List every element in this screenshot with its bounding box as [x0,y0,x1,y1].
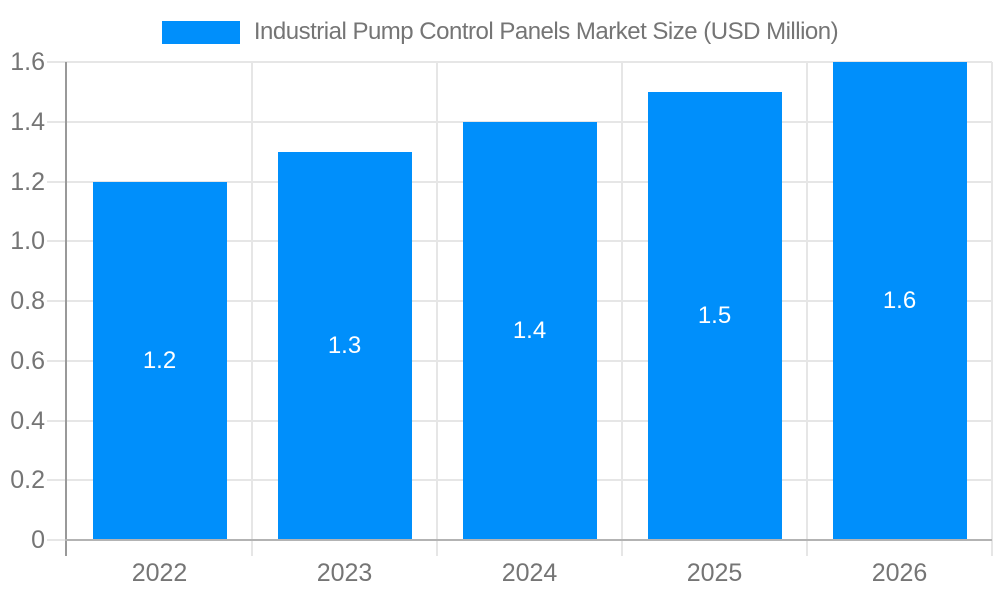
bar-value-label: 1.3 [327,331,362,359]
bar-value-label: 1.4 [512,316,547,344]
bar-value-label: 1.2 [142,346,177,374]
bar-value-label: 1.5 [697,301,732,329]
bar-value-label: 1.6 [882,287,917,314]
y-axis-tick-label: 1.6 [10,48,45,76]
x-gridline [436,62,438,556]
x-axis-tick-label: 2024 [501,559,558,587]
x-axis-tick-label: 2026 [871,559,928,587]
legend-swatch-icon [161,20,240,44]
y-axis-tick-label: 1.4 [10,107,45,136]
bar-2023[interactable]: 1.3 [277,151,412,540]
x-axis-tick-label: 2023 [316,559,373,587]
y-axis-tick-label: 0.6 [10,346,45,375]
x-gridline [806,62,808,556]
y-gridline [47,61,992,63]
legend-label: Industrial Pump Control Panels Market Si… [253,18,839,45]
y-axis-tick-label: 0.2 [10,466,45,495]
plot-area: 0 0.2 0.4 0.6 0.8 1.0 1.2 1.4 1.6 1.2 1.3 1.4 1.5 1.6… [10,48,993,587]
x-gridline [251,62,253,556]
legend[interactable]: Industrial Pump Control Panels Market Si… [0,18,1000,45]
bar-2026[interactable]: 1.6 [832,62,967,540]
y-axis-tick-label: 1.0 [10,227,45,256]
x-gridline [991,62,993,556]
x-axis-tick-label: 2022 [131,559,188,587]
y-axis-tick-label: 0.8 [10,287,45,315]
bar-2025[interactable]: 1.5 [647,91,782,540]
y-axis-line [65,62,67,556]
y-axis-tick-label: 0.4 [10,406,45,435]
x-axis-line [65,539,992,541]
y-axis-tick-label: 0 [31,526,45,554]
y-axis-tick-label: 1.2 [10,167,45,196]
x-axis-tick-label: 2025 [686,559,743,587]
bar-2024[interactable]: 1.4 [462,121,597,540]
x-gridline [621,62,623,556]
bar-2022[interactable]: 1.2 [92,181,227,540]
